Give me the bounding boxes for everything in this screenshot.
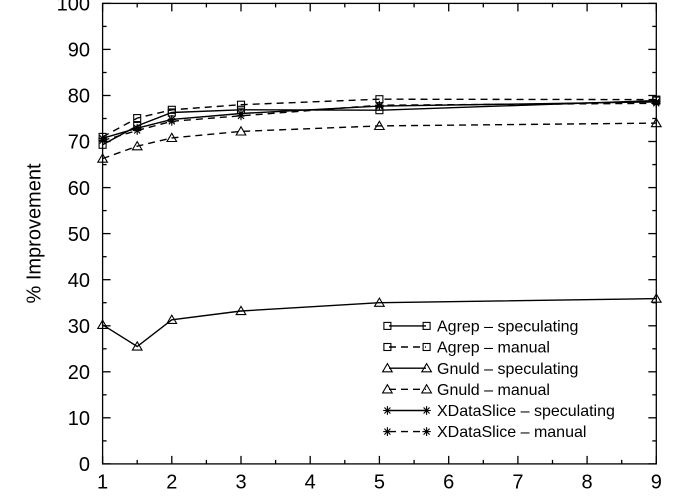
svg-text:60: 60 [68, 178, 90, 200]
svg-text:20: 20 [68, 362, 90, 384]
svg-text:100: 100 [57, 0, 90, 16]
svg-text:8: 8 [582, 471, 593, 493]
svg-text:4: 4 [305, 471, 316, 493]
svg-text:70: 70 [68, 132, 90, 154]
svg-text:10: 10 [68, 408, 90, 430]
svg-text:7: 7 [512, 471, 523, 493]
svg-text:50: 50 [68, 224, 90, 246]
svg-text:3: 3 [235, 471, 246, 493]
svg-text:30: 30 [68, 316, 90, 338]
svg-text:% Improvement: % Improvement [23, 163, 45, 303]
svg-text:0: 0 [79, 454, 90, 476]
svg-text:90: 90 [68, 40, 90, 62]
svg-text:Gnuld – speculating: Gnuld – speculating [437, 361, 578, 378]
svg-text:40: 40 [68, 270, 90, 292]
svg-text:XDataSlice – manual: XDataSlice – manual [437, 424, 586, 441]
svg-text:XDataSlice – speculating: XDataSlice – speculating [437, 403, 615, 420]
svg-text:Agrep – manual: Agrep – manual [437, 340, 550, 357]
svg-text:1: 1 [97, 471, 108, 493]
svg-text:Agrep – speculating: Agrep – speculating [437, 319, 578, 336]
svg-text:80: 80 [68, 86, 90, 108]
svg-text:9: 9 [651, 471, 662, 493]
svg-text:2: 2 [166, 471, 177, 493]
svg-text:Gnuld – manual: Gnuld – manual [437, 382, 550, 399]
svg-text:6: 6 [443, 471, 454, 493]
svg-text:5: 5 [374, 471, 385, 493]
